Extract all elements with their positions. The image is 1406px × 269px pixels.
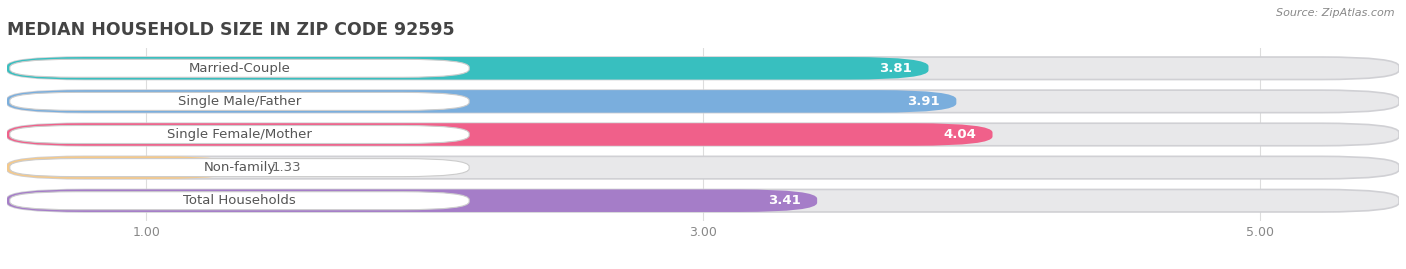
FancyBboxPatch shape <box>7 90 1399 113</box>
FancyBboxPatch shape <box>10 92 470 110</box>
Text: 3.81: 3.81 <box>879 62 912 75</box>
FancyBboxPatch shape <box>7 57 1399 80</box>
FancyBboxPatch shape <box>10 126 470 143</box>
Text: 1.33: 1.33 <box>271 161 301 174</box>
FancyBboxPatch shape <box>7 123 1399 146</box>
Text: MEDIAN HOUSEHOLD SIZE IN ZIP CODE 92595: MEDIAN HOUSEHOLD SIZE IN ZIP CODE 92595 <box>7 20 454 38</box>
FancyBboxPatch shape <box>7 189 817 212</box>
Text: Single Female/Mother: Single Female/Mother <box>167 128 312 141</box>
FancyBboxPatch shape <box>10 59 470 77</box>
Text: Single Male/Father: Single Male/Father <box>177 95 301 108</box>
FancyBboxPatch shape <box>7 156 238 179</box>
FancyBboxPatch shape <box>10 192 470 210</box>
Text: 4.04: 4.04 <box>943 128 976 141</box>
Text: Total Households: Total Households <box>183 194 295 207</box>
Text: Non-family: Non-family <box>204 161 276 174</box>
FancyBboxPatch shape <box>7 156 1399 179</box>
Text: 3.41: 3.41 <box>768 194 800 207</box>
Text: Married-Couple: Married-Couple <box>188 62 291 75</box>
Text: 3.91: 3.91 <box>907 95 939 108</box>
FancyBboxPatch shape <box>10 159 470 177</box>
FancyBboxPatch shape <box>7 57 928 80</box>
Text: Source: ZipAtlas.com: Source: ZipAtlas.com <box>1277 8 1395 18</box>
FancyBboxPatch shape <box>7 90 956 113</box>
FancyBboxPatch shape <box>7 123 993 146</box>
FancyBboxPatch shape <box>7 189 1399 212</box>
